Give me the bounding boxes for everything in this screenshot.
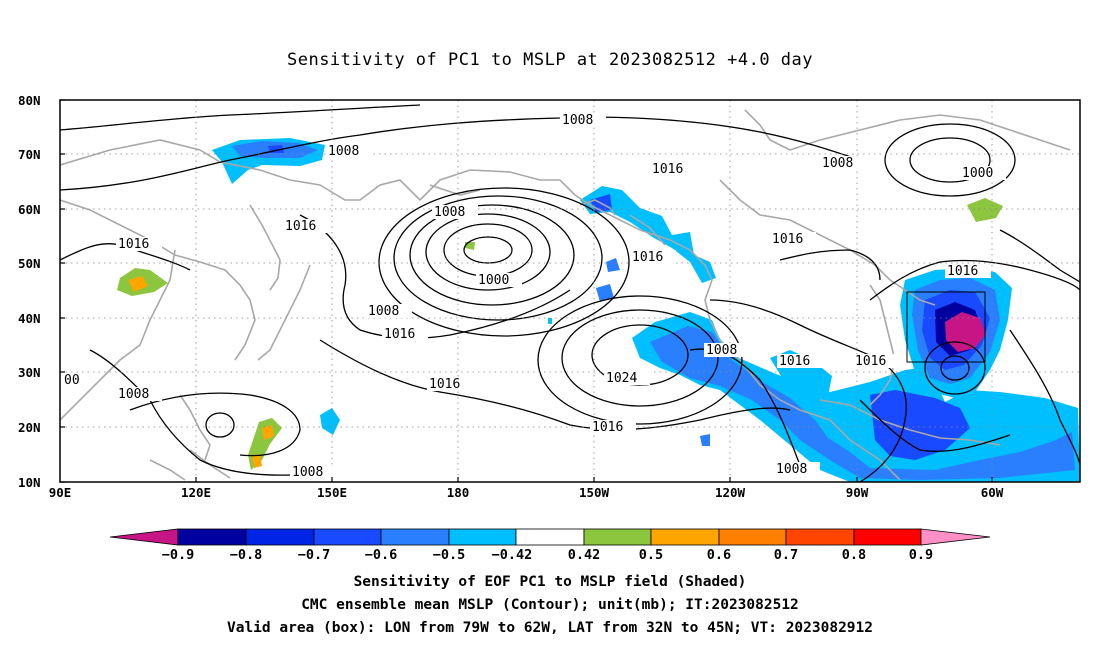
contour-label: 1016 [429, 377, 460, 392]
lon-label: 120E [181, 485, 211, 500]
colorbar-label: −0.6 [365, 547, 398, 563]
lat-label: 50N [18, 256, 41, 271]
lat-label: 70N [18, 147, 41, 162]
contour-label: 1016 [632, 250, 663, 265]
colorbar-cell [718, 528, 787, 546]
contour-label: 1008 [562, 113, 593, 128]
colorbar-label: 0.7 [774, 547, 798, 563]
contour-label: 1016 [947, 264, 978, 279]
axis-ticks [60, 99, 993, 483]
valid-area-box [906, 291, 986, 363]
colorbar-cell [515, 528, 585, 546]
contour-label: 1008 [776, 462, 807, 477]
map-frame [59, 99, 1081, 483]
caption-line-3: Valid area (box): LON from 79W to 62W, L… [226, 620, 873, 636]
colorbar-label: −0.9 [162, 547, 195, 563]
contour-label: 1016 [779, 354, 810, 369]
lon-label: 150W [579, 485, 610, 500]
colorbar-label: 0.6 [707, 547, 731, 563]
contour-label: 1016 [384, 327, 415, 342]
contour-label: 1008 [822, 156, 853, 171]
contour-label: 1016 [652, 162, 683, 177]
colorbar-label: 0.9 [909, 547, 933, 563]
contour-label: 1008 [292, 465, 323, 480]
colorbar: −0.9 −0.8 −0.7 −0.6 −0.5 −0.42 0.42 0.5 … [109, 528, 991, 563]
contour-label: 1016 [592, 420, 623, 435]
contour-label: 1016 [285, 219, 316, 234]
contour-labels: 1008 1008 1016 1008 1000 1016 1016 1008 … [62, 113, 1006, 480]
colorbar-cell [920, 528, 991, 546]
contour-label: 00 [64, 373, 80, 388]
colorbar-label: 0.5 [639, 547, 663, 563]
lon-label: 60W [981, 485, 1004, 500]
lat-label: 60N [18, 202, 41, 217]
colorbar-label: −0.8 [230, 547, 263, 563]
colorbar-label: −0.42 [492, 547, 533, 563]
colorbar-cell [313, 528, 382, 546]
latitude-labels: 80N 70N 60N 50N 40N 30N 20N 10N [18, 93, 41, 490]
lon-label: 90W [846, 485, 869, 500]
lat-label: 40N [18, 311, 41, 326]
colorbar-cell [583, 528, 652, 546]
lon-label: 120W [715, 485, 746, 500]
colorbar-cell [853, 528, 922, 546]
lon-label: 150E [317, 485, 347, 500]
colorbar-label: −0.5 [433, 547, 466, 563]
colorbar-cell [109, 528, 179, 546]
lon-label: 90E [49, 485, 72, 500]
longitude-labels: 90E 120E 150E 180 150W 120W 90W 60W [49, 485, 1004, 500]
lat-label: 10N [18, 475, 41, 490]
colorbar-label: −0.7 [298, 547, 331, 563]
colorbar-cell [448, 528, 517, 546]
contour-label: 1016 [772, 232, 803, 247]
contour-label: 1000 [962, 166, 993, 181]
colorbar-cell [785, 528, 855, 546]
lon-label: 180 [447, 485, 470, 500]
caption-line-1: Sensitivity of EOF PC1 to MSLP field (Sh… [353, 574, 747, 590]
colorbar-cell [380, 528, 450, 546]
contour-label: 1008 [118, 387, 149, 402]
contour-label: 1024 [606, 371, 637, 386]
colorbar-cell [650, 528, 720, 546]
contour-label: 1008 [328, 144, 359, 159]
caption-line-2: CMC ensemble mean MSLP (Contour); unit(m… [301, 597, 799, 613]
contour-label: 1008 [434, 205, 465, 220]
contour-label: 1008 [368, 304, 399, 319]
contour-label: 1000 [478, 273, 509, 288]
contour-label: 1016 [118, 237, 149, 252]
lat-label: 30N [18, 365, 41, 380]
colorbar-label: 0.8 [842, 547, 866, 563]
map-field: 1008 1008 1016 1008 1000 1016 1016 1008 … [60, 100, 1080, 482]
contour-label: 1008 [706, 343, 737, 358]
lat-label: 20N [18, 420, 41, 435]
colorbar-cell [245, 528, 315, 546]
lat-label: 80N [18, 93, 41, 108]
colorbar-label: 0.42 [568, 547, 601, 563]
colorbar-cell [177, 528, 247, 546]
contour-label: 1016 [855, 354, 886, 369]
map-title: Sensitivity of PC1 to MSLP at 2023082512… [286, 50, 813, 70]
